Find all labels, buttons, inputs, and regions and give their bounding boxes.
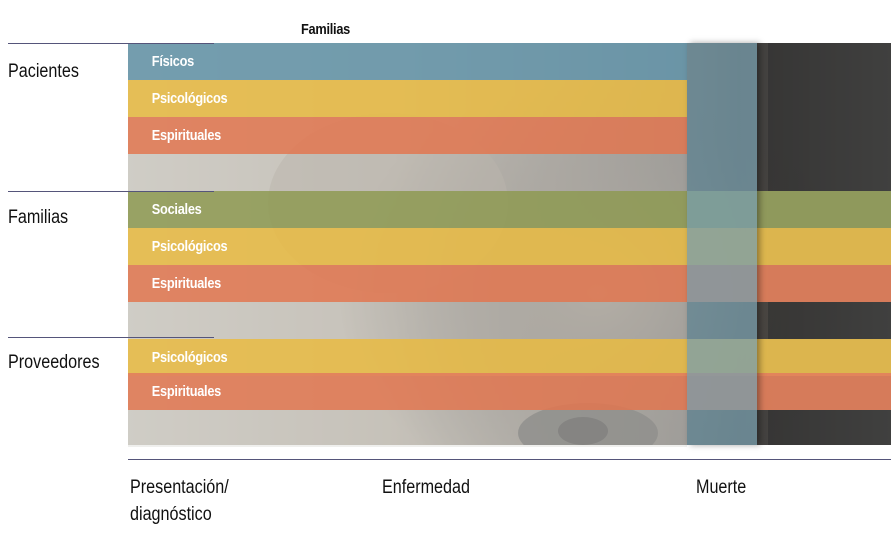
group-label-proveedores: Proveedores <box>8 352 100 373</box>
timeline-end-label: Muerte <box>696 477 747 498</box>
band-familias-espirituales: Espirituales <box>128 265 891 302</box>
band-spacer <box>128 302 687 339</box>
group-label-pacientes: Pacientes <box>8 61 79 82</box>
top-label-familias: Familias <box>301 21 350 38</box>
band-label: Espirituales <box>151 275 222 292</box>
group-label-familias: Familias <box>8 207 69 228</box>
timeline-start-label: Presentación/ diagnóstico <box>130 474 229 528</box>
band-label: Espirituales <box>151 383 222 400</box>
group-divider <box>8 43 214 44</box>
band-label: Psicológicos <box>151 90 228 107</box>
timeline-start-line2: diagnóstico <box>130 504 212 525</box>
group-divider <box>8 337 214 338</box>
band-proveedores-psicologicos: Psicológicos <box>128 339 891 376</box>
band-familias-psicologicos: Psicológicos <box>128 228 891 265</box>
band-proveedores-espirituales: Espirituales <box>128 373 891 410</box>
muerte-column <box>687 43 757 445</box>
band-spacer <box>128 410 687 447</box>
band-spacer <box>128 154 687 191</box>
band-pacientes-psicologicos: Psicológicos <box>128 80 687 117</box>
band-label: Psicológicos <box>151 349 228 366</box>
band-pacientes-fisicos: Físicos <box>128 43 687 80</box>
band-label: Sociales <box>151 201 202 218</box>
band-familias-sociales: Sociales <box>128 191 891 228</box>
band-label: Psicológicos <box>151 238 228 255</box>
timeline-axis <box>128 459 891 460</box>
band-pacientes-espirituales: Espirituales <box>128 117 687 154</box>
band-label: Espirituales <box>151 127 222 144</box>
group-divider <box>8 191 214 192</box>
timeline-middle-label: Enfermedad <box>382 477 470 498</box>
band-label: Físicos <box>151 53 194 70</box>
timeline-start-line1: Presentación/ <box>130 477 229 498</box>
